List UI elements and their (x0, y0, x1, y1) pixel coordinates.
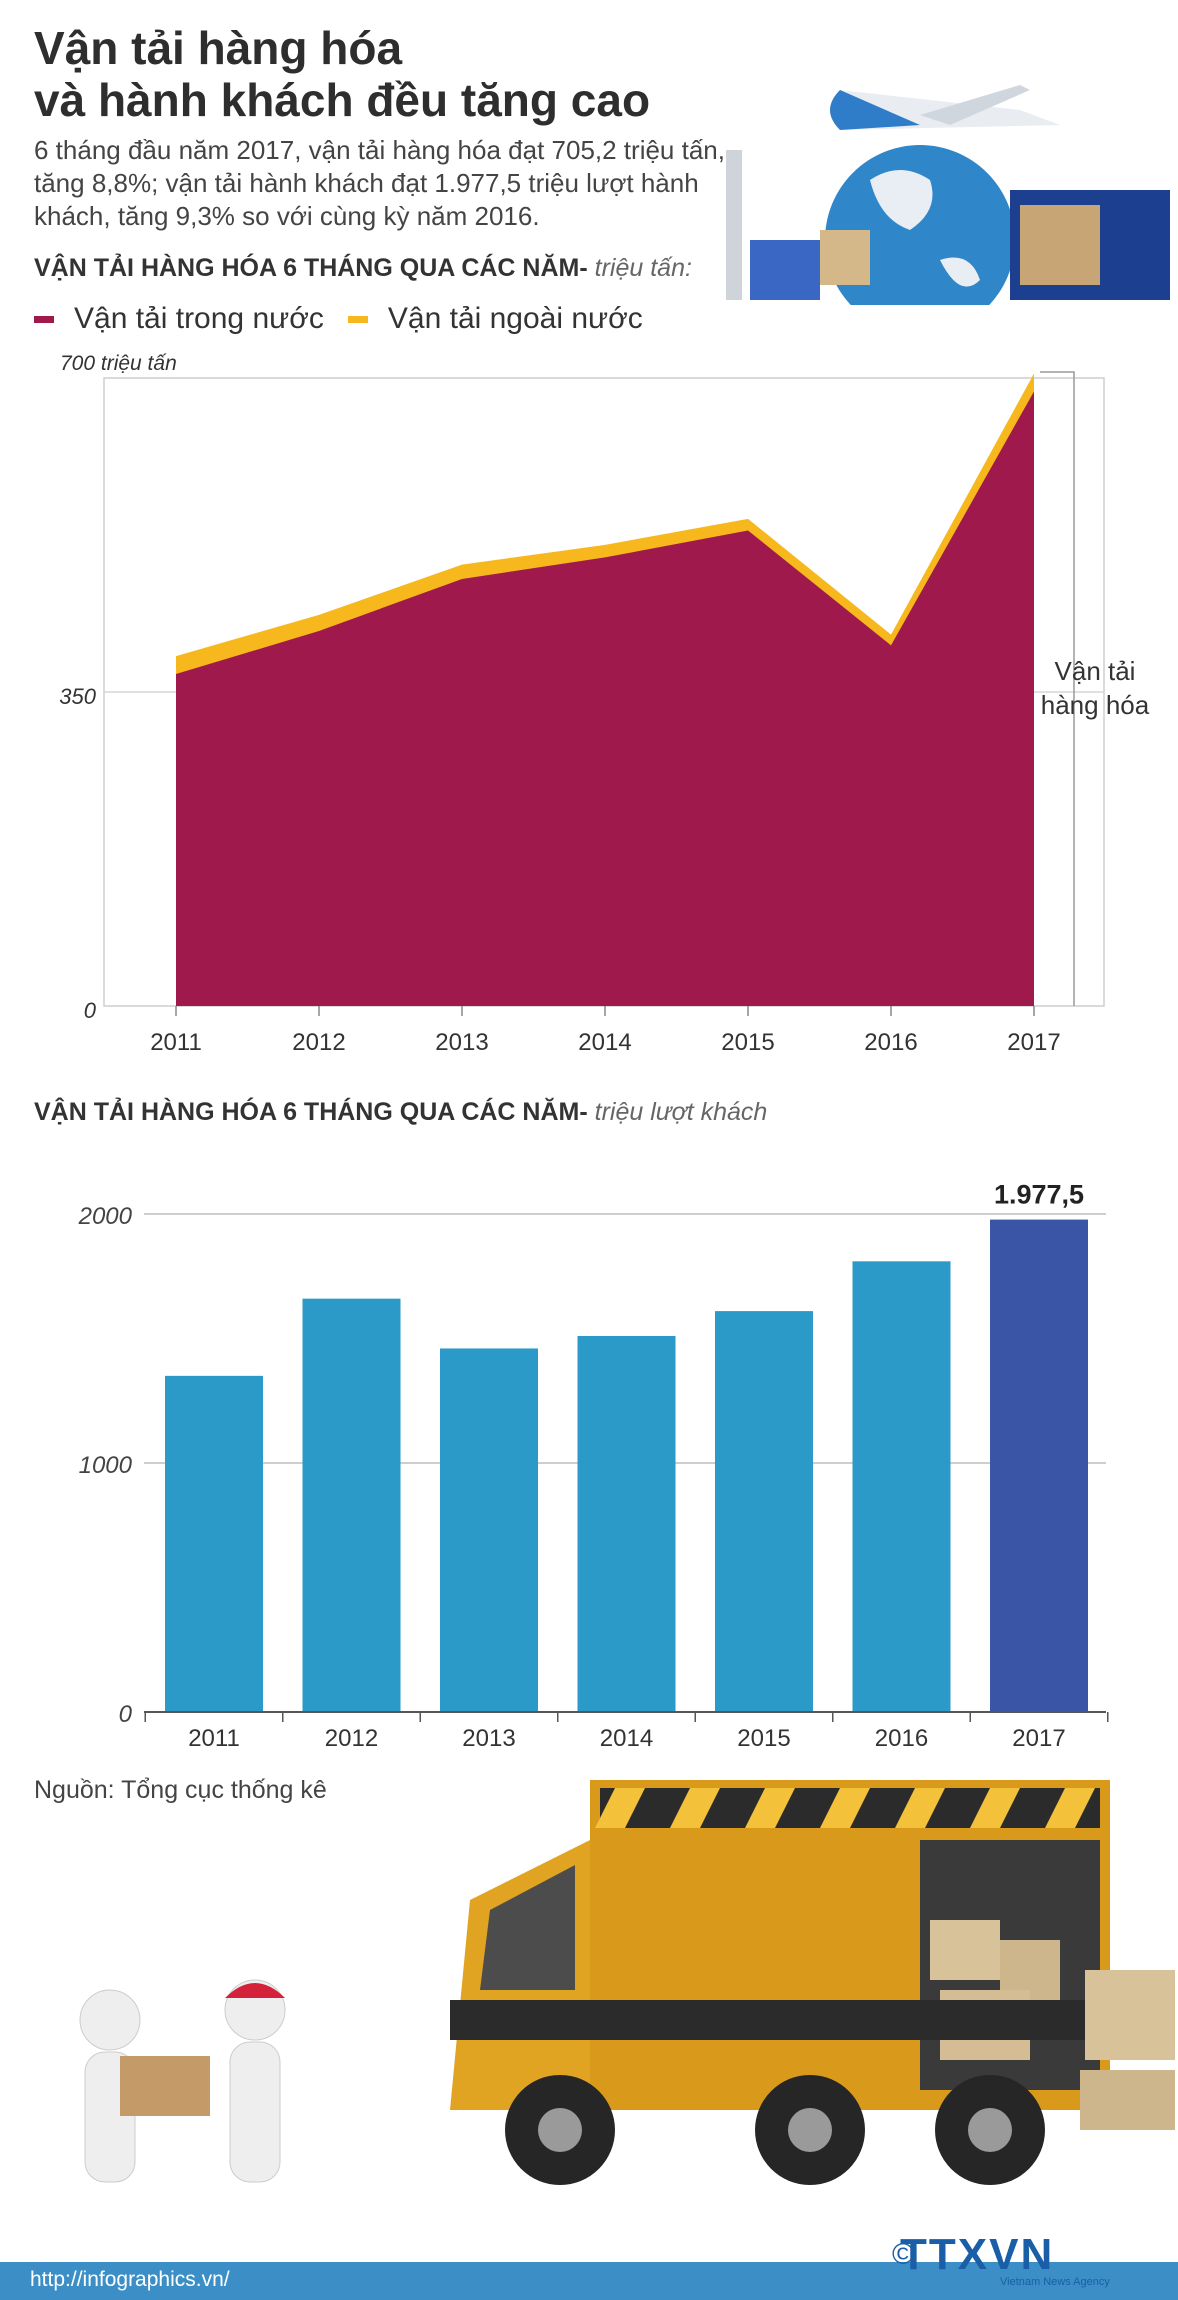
bar-2016 (852, 1261, 951, 1712)
box-stack-icon (1085, 1970, 1175, 2060)
intro-text: 6 tháng đầu năm 2017, vận tải hàng hóa đ… (34, 135, 725, 231)
bar-2012 (302, 1298, 401, 1712)
cargo-legend: Vận tải trong nước Vận tải ngoài nước (34, 302, 667, 336)
source-note: Nguồn: Tổng cục thống kê (34, 1776, 327, 1804)
x-tick-label-2017: 2017 (1007, 1029, 1060, 1056)
legend-item-domestic: Vận tải trong nước (34, 302, 324, 336)
cargo-area-chart: 0 350 700 triệu tấn Vận tải hàng hóa 2011 2012… (59, 352, 1150, 1056)
parcel-icon (120, 2056, 210, 2116)
cargo-section-title: VẬN TẢI HÀNG HÓA 6 THÁNG QUA CÁC NĂM- tr… (34, 254, 692, 283)
bar-x-label-2016: 2016 (875, 1725, 928, 1752)
bar-x-label-2017: 2017 (1012, 1725, 1065, 1752)
bar-2013 (440, 1348, 538, 1712)
legend-swatch-foreign (347, 315, 368, 323)
cap-icon (225, 1983, 285, 1998)
person-icon (79, 1989, 141, 2051)
legend-label-domestic: Vận tải trong nước (74, 302, 324, 335)
x-tick-label-2012: 2012 (292, 1029, 345, 1056)
bar-y-tick-label-0: 0 (119, 1701, 133, 1728)
y-tick-label-0: 0 (84, 998, 97, 1023)
footer-url[interactable]: http://infographics.vn/ (30, 2268, 230, 2291)
transport-illustration (726, 85, 1170, 305)
cargo-section-unit: triệu tấn: (594, 254, 692, 282)
bar-x-label-2012: 2012 (325, 1725, 378, 1752)
cargo-section-label: VẬN TẢI HÀNG HÓA 6 THÁNG QUA CÁC NĂM- (34, 254, 588, 282)
x-tick-label-2013: 2013 (435, 1029, 488, 1056)
legend-swatch-domestic (34, 315, 54, 323)
y-tick-label-1: 350 (59, 684, 96, 709)
x-tick-label-2016: 2016 (864, 1029, 917, 1056)
passenger-section-label: VẬN TẢI HÀNG HÓA 6 THÁNG QUA CÁC NĂM- (34, 1098, 588, 1126)
side-label-line-1: Vận tải (1055, 656, 1136, 686)
bar-2015 (715, 1311, 813, 1712)
brand-subtitle: Vietnam News Agency (1000, 2276, 1110, 2288)
footer-bar (0, 2262, 1178, 2300)
bar-2011 (165, 1375, 263, 1712)
title-line-1: Vận tải hàng hóa (34, 22, 403, 74)
copyright-icon: © (892, 2238, 915, 2271)
title-line-2: và hành khách đều tăng cao (34, 74, 651, 126)
bar-2017 (990, 1219, 1088, 1712)
truck-illustration (79, 1780, 1175, 2185)
bar-y-tick-label-1: 1000 (79, 1452, 133, 1479)
x-tick-label-2015: 2015 (721, 1029, 774, 1056)
page-title: Vận tải hàng hóa và hành khách đều tăng … (34, 22, 650, 126)
bar-x-label-2015: 2015 (737, 1725, 790, 1752)
bar-x-label-2014: 2014 (600, 1725, 653, 1752)
legend-label-foreign: Vận tải ngoài nước (387, 302, 643, 335)
bar-2014 (577, 1336, 676, 1712)
legend-item-foreign: Vận tải ngoài nước (347, 302, 643, 336)
passenger-section-title: VẬN TẢI HÀNG HÓA 6 THÁNG QUA CÁC NĂM- tr… (34, 1098, 767, 1127)
x-tick-label-2014: 2014 (578, 1029, 631, 1056)
y-tick-label-2: 700 triệu tấn (60, 352, 177, 375)
forklift-icon (750, 240, 820, 300)
bar-y-tick-label-2: 2000 (78, 1203, 133, 1230)
brand-logo: TTXVN (900, 2230, 1055, 2279)
side-label-line-2: hàng hóa (1041, 690, 1150, 720)
bar-x-label-2013: 2013 (462, 1725, 515, 1752)
passenger-bar-chart: 0 1000 2000 2011 2012 2013 2014 2015 2016 2017 1.9… (78, 1180, 1109, 1752)
x-tick-label-2011: 2011 (150, 1029, 202, 1056)
bar-value-label-2017: 1.977,5 (994, 1180, 1084, 1210)
side-bracket (1040, 371, 1075, 1006)
bar-x-label-2011: 2011 (188, 1725, 240, 1752)
passenger-section-unit: triệu lượt khách (594, 1098, 768, 1126)
area-series-domestic (176, 391, 1034, 1006)
